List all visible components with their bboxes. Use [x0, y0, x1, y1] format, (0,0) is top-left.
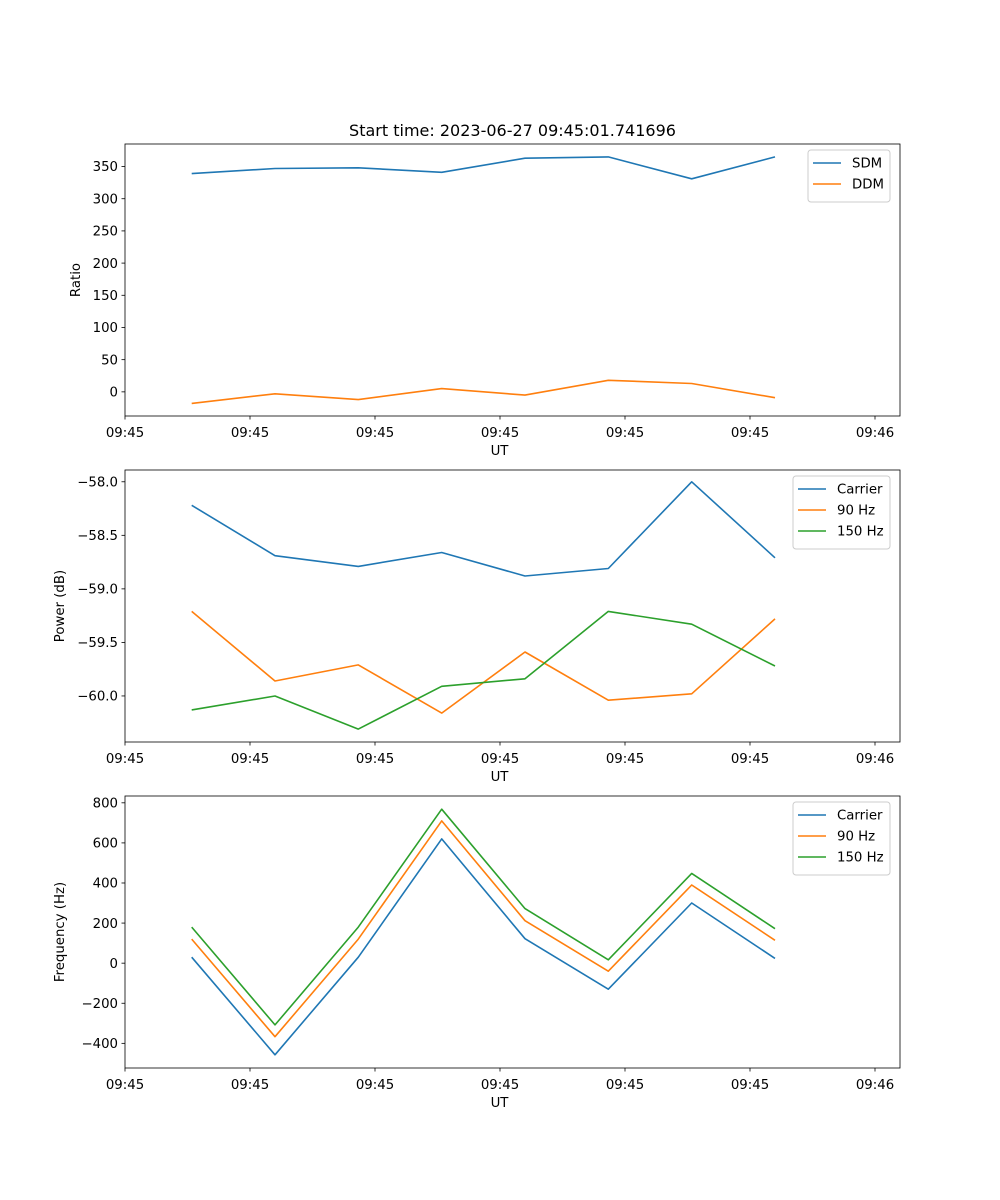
power-legend-label: 90 Hz: [837, 504, 875, 519]
frequency-xtick-label: 09:45: [231, 1078, 269, 1093]
frequency-ytick-label: 600: [93, 837, 118, 852]
power-legend-label: Carrier: [837, 483, 883, 498]
ratio-xtick-label: 09:45: [106, 426, 144, 441]
frequency-xtick-label: 09:45: [481, 1078, 519, 1093]
power-panel: −60.0 −59.5 −59.0 −58.5 −58.0 09:45 09:45 09:45…: [53, 469, 901, 785]
power-xtick-label: 09:45: [231, 752, 269, 767]
ratio-legend-label: DDM: [852, 178, 884, 193]
ratio-xtick-label: 09:45: [231, 426, 269, 441]
frequency-ytick-label: −200: [81, 997, 118, 1012]
ratio-axes-frame: [124, 143, 901, 417]
frequency-x-axis-label: UT: [491, 1096, 510, 1111]
frequency-ytick-label: −400: [81, 1037, 118, 1052]
ratio-panel: 0 50 100 150 200 250 300 350 09:45 09:45 09:45 09:4…: [69, 143, 901, 459]
power-xtick-label: 09:46: [856, 752, 894, 767]
power-ytick-label: −58.0: [77, 475, 118, 490]
frequency-legend-label: Carrier: [837, 809, 883, 824]
ratio-legend-label: SDM: [852, 157, 882, 172]
power-ytick-label: −60.0: [77, 690, 118, 705]
power-legend-label: 150 Hz: [837, 525, 884, 540]
frequency-axes-frame: [124, 795, 901, 1069]
power-series-150-hz-line: [191, 610, 776, 730]
ratio-series-sdm-line: [191, 156, 776, 180]
ratio-ytick-label: 250: [93, 225, 118, 240]
ratio-y-axis-label: Ratio: [69, 263, 84, 297]
power-xtick-label: 09:45: [106, 752, 144, 767]
frequency-xtick-label: 09:45: [606, 1078, 644, 1093]
power-ytick-label: −59.5: [77, 636, 118, 651]
power-series-carrier-line: [191, 480, 776, 577]
ratio-ytick-label: 50: [101, 353, 118, 368]
power-y-axis-label: Power (dB): [53, 570, 68, 642]
ratio-xtick-label: 09:45: [356, 426, 394, 441]
frequency-series-90-hz-line: [191, 820, 776, 1038]
frequency-legend-label: 90 Hz: [837, 830, 875, 845]
power-ytick-label: −58.5: [77, 529, 118, 544]
ratio-ytick-label: 150: [93, 289, 118, 304]
frequency-ytick-label: 0: [110, 957, 118, 972]
power-xtick-label: 09:45: [481, 752, 519, 767]
frequency-y-axis-label: Frequency (Hz): [53, 882, 68, 982]
chart-title: Start time: 2023-06-27 09:45:01.741696: [349, 121, 676, 140]
ratio-legend: SDM DDM: [807, 149, 891, 203]
frequency-ytick-label: 200: [93, 917, 118, 932]
frequency-xtick-label: 09:45: [106, 1078, 144, 1093]
power-xtick-label: 09:45: [356, 752, 394, 767]
ratio-ytick-label: 300: [93, 192, 118, 207]
frequency-series-150-hz-line: [191, 808, 776, 1026]
power-axes-frame: [124, 469, 901, 743]
chart-panels: 0 50 100 150 200 250 300 350 09:45 09:45 09:45 09:4…: [53, 143, 901, 1111]
power-ytick-label: −59.0: [77, 583, 118, 598]
ratio-xtick-label: 09:46: [856, 426, 894, 441]
ratio-xtick-label: 09:45: [606, 426, 644, 441]
ratio-series-ddm-line: [191, 379, 776, 405]
frequency-series-carrier-line: [191, 838, 776, 1056]
ratio-ytick-label: 200: [93, 257, 118, 272]
frequency-xtick-label: 09:46: [856, 1078, 894, 1093]
frequency-legend: Carrier 90 Hz 150 Hz: [792, 801, 891, 876]
ratio-ytick-label: 100: [93, 321, 118, 336]
ratio-ytick-label: 350: [93, 160, 118, 175]
ratio-ytick-label: 0: [110, 386, 118, 401]
ratio-xtick-label: 09:45: [481, 426, 519, 441]
frequency-ytick-label: 400: [93, 877, 118, 892]
ratio-xtick-label: 09:45: [731, 426, 769, 441]
frequency-xtick-label: 09:45: [731, 1078, 769, 1093]
frequency-ytick-label: 800: [93, 797, 118, 812]
frequency-legend-label: 150 Hz: [837, 851, 884, 866]
power-legend: Carrier 90 Hz 150 Hz: [792, 475, 891, 550]
frequency-xtick-label: 09:45: [356, 1078, 394, 1093]
frequency-panel: −400 −200 0 200 400 600 800 09:45 09:45 09:45 09:4…: [53, 795, 901, 1111]
power-xtick-label: 09:45: [606, 752, 644, 767]
power-x-axis-label: UT: [491, 770, 510, 785]
power-xtick-label: 09:45: [731, 752, 769, 767]
ratio-x-axis-label: UT: [491, 444, 510, 459]
